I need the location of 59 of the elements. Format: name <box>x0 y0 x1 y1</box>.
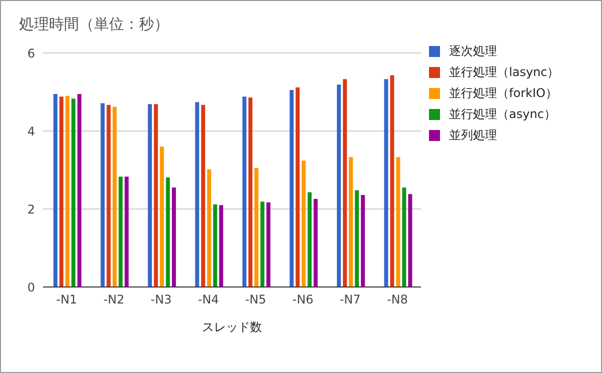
bar <box>112 106 117 287</box>
bar <box>207 169 212 287</box>
bar <box>195 102 200 287</box>
bar <box>254 168 258 287</box>
legend-label: 並行処理（forkIO） <box>449 85 558 102</box>
bar <box>160 146 164 287</box>
bar <box>213 204 218 287</box>
legend-label: 並行処理（async） <box>449 106 556 123</box>
bar <box>266 202 270 287</box>
bar <box>302 160 306 287</box>
bar <box>348 157 353 287</box>
bar <box>354 190 359 287</box>
bar <box>384 79 388 287</box>
bar <box>242 96 246 287</box>
bar <box>390 75 394 287</box>
bar <box>124 176 129 287</box>
bar <box>118 176 123 287</box>
x-tick-label: -N2 <box>103 292 124 307</box>
bar <box>308 192 312 287</box>
bar <box>248 97 252 287</box>
x-tick-label: -N5 <box>245 292 266 307</box>
bar <box>148 104 152 287</box>
bar <box>77 94 82 287</box>
legend-label: 並行処理（lasync） <box>449 64 560 81</box>
x-tick-label: -N4 <box>198 292 219 307</box>
bar <box>408 194 412 287</box>
bar <box>336 84 341 287</box>
bar <box>100 103 105 287</box>
y-tick-label: 4 <box>27 124 35 138</box>
bar <box>260 202 264 287</box>
y-tick-label: 0 <box>27 280 35 294</box>
bar <box>290 90 294 287</box>
bar <box>314 198 318 287</box>
legend-label: 並列処理 <box>449 127 497 144</box>
bar <box>219 205 224 287</box>
legend-label: 逐次処理 <box>449 43 497 60</box>
x-tick-label: -N7 <box>340 292 361 307</box>
bar <box>360 194 365 287</box>
bar <box>65 96 70 287</box>
bar <box>71 98 76 287</box>
bar <box>172 188 176 287</box>
bar <box>402 188 406 287</box>
y-tick-label: 6 <box>27 46 35 60</box>
bar <box>166 177 170 287</box>
x-tick-label: -N3 <box>150 292 172 307</box>
x-tick-label: -N1 <box>56 292 78 307</box>
y-tick-label: 2 <box>27 202 35 216</box>
x-tick-label: -N8 <box>386 292 408 307</box>
x-tick-label: -N6 <box>292 292 314 307</box>
bar <box>201 104 206 287</box>
bar <box>296 87 300 287</box>
bar <box>53 94 58 287</box>
x-axis-title: スレッド数 <box>202 320 262 334</box>
bar <box>396 157 400 287</box>
chart-title: 処理時間（単位：秒） <box>19 15 169 34</box>
bar <box>342 79 347 287</box>
bar <box>59 96 64 287</box>
bar <box>106 104 111 287</box>
bar <box>154 104 158 287</box>
